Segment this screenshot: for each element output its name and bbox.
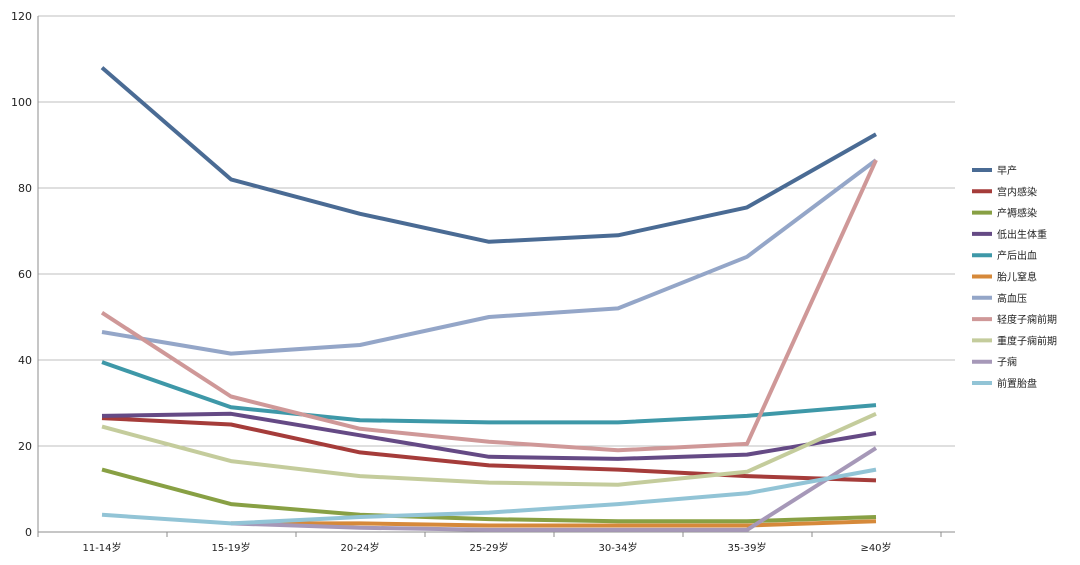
legend-label: 早产	[997, 164, 1017, 177]
series-line	[100, 159, 878, 453]
y-tick-label: 40	[18, 354, 32, 367]
x-tick-label: ≥40岁	[860, 541, 891, 554]
legend-label: 子痫	[997, 356, 1017, 369]
x-tick-label: 25-29岁	[469, 541, 508, 554]
y-tick-label: 80	[18, 182, 32, 195]
series-line	[101, 411, 877, 461]
x-tick-label: 15-19岁	[211, 541, 250, 554]
legend-label: 高血压	[997, 292, 1027, 305]
series-line	[101, 467, 877, 524]
series-line	[101, 360, 877, 425]
axes: 0 20 40 60 80 100 120 11-14岁 15-19岁 20-24岁 25-29岁 3…	[11, 10, 955, 554]
legend-label: 前置胎盘	[997, 377, 1037, 390]
series-line	[101, 158, 878, 356]
legend-label: 宫内感染	[997, 185, 1037, 198]
series-line	[100, 66, 877, 244]
y-tick-label: 60	[18, 268, 32, 281]
series-line	[231, 519, 877, 528]
y-tick-label: 100	[11, 96, 32, 109]
legend-label: 产褥感染	[997, 207, 1037, 220]
legend: 早产宫内感染产褥感染低出生体重产后出血胎儿窒息高血压轻度子痫前期重度子痫前期子痫…	[972, 164, 1057, 390]
y-tick-label: 120	[11, 10, 32, 23]
y-tick-label: 20	[18, 440, 32, 453]
series-lines	[100, 66, 878, 532]
x-tick-label: 11-14岁	[82, 541, 121, 554]
legend-label: 胎儿窒息	[997, 271, 1037, 284]
legend-label: 产后出血	[997, 249, 1037, 262]
x-tick-label: 20-24岁	[340, 541, 379, 554]
legend-label: 低出生体重	[997, 228, 1047, 241]
x-tick-label: 35-39岁	[727, 541, 766, 554]
legend-label: 重度子痫前期	[997, 334, 1057, 347]
y-tick-label: 0	[25, 526, 32, 539]
series-line	[101, 411, 877, 487]
series-line	[230, 446, 878, 532]
series-line	[101, 416, 877, 483]
series-line	[101, 467, 877, 526]
legend-label: 轻度子痫前期	[997, 313, 1057, 326]
x-tick-label: 30-34岁	[598, 541, 637, 554]
